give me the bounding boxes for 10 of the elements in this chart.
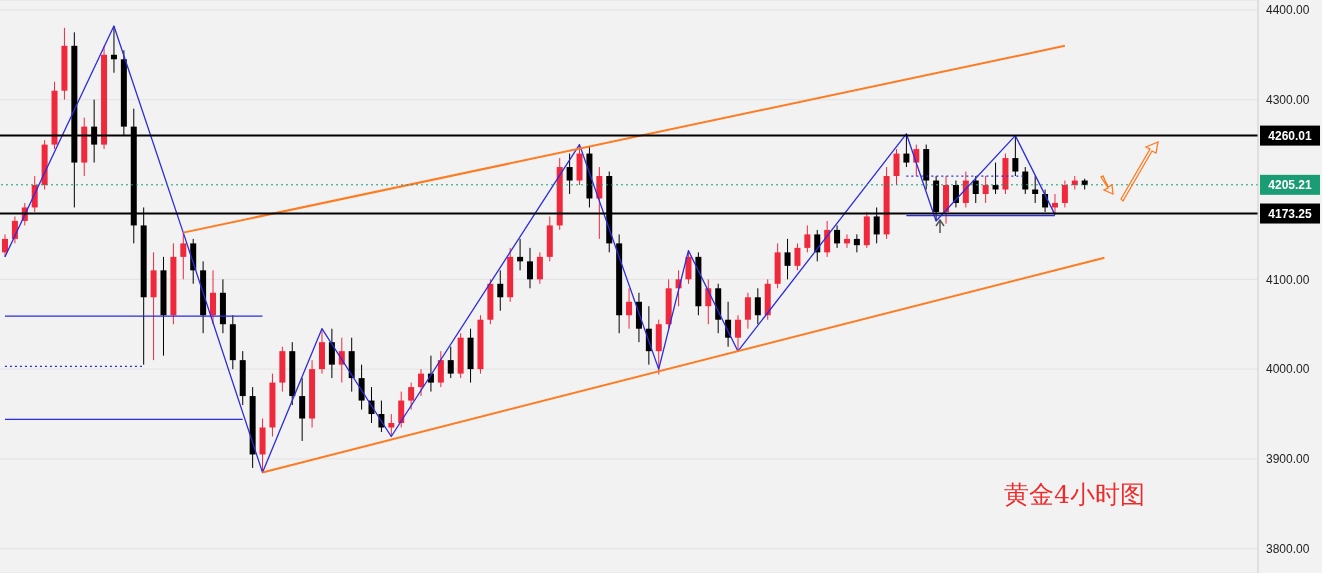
annotation: 黄金4小时图 — [1004, 479, 1145, 511]
ref-line-label: 4205.21 — [1268, 177, 1313, 192]
y-tick-label: 3900.00 — [1266, 452, 1310, 467]
y-tick-label: 4400.00 — [1266, 3, 1310, 18]
y-tick-label: 3800.00 — [1266, 542, 1310, 557]
ref-line-label: 4260.01 — [1268, 128, 1313, 143]
y-tick-label: 4100.00 — [1266, 272, 1310, 287]
ref-line-label: 4173.25 — [1268, 206, 1313, 221]
y-tick-label: 4300.00 — [1266, 92, 1310, 107]
y-tick-label: 4000.00 — [1266, 362, 1310, 377]
